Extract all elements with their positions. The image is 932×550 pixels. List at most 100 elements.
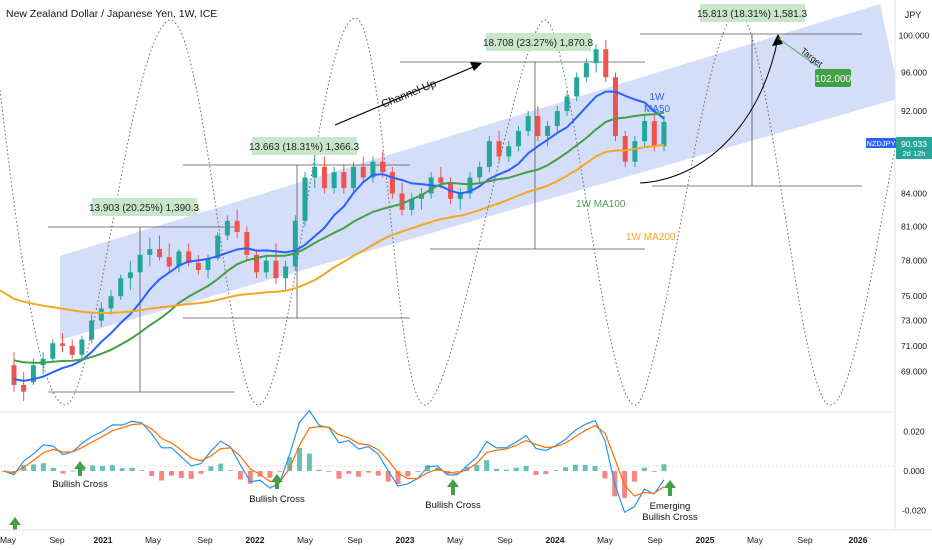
histogram-bar xyxy=(198,471,204,474)
price-tag-countdown: 2d 12h xyxy=(903,149,926,158)
measure-label-1: 13.903 (20.25%) 1,390.3 xyxy=(89,198,200,216)
histogram-bar xyxy=(365,471,371,473)
measure-label-1-text: 13.903 (20.25%) 1,390.3 xyxy=(89,203,200,214)
time-tick-3: May xyxy=(145,535,162,545)
histogram-bar xyxy=(513,467,519,471)
histogram-bar xyxy=(178,471,184,478)
currency-label: JPY xyxy=(905,10,922,20)
candle-body xyxy=(593,49,599,64)
histogram-bar xyxy=(188,471,194,479)
histogram-bar xyxy=(119,468,125,471)
ma50-line xyxy=(13,90,665,382)
histogram-bar xyxy=(237,471,243,480)
candle-body xyxy=(89,320,95,340)
histogram-bar xyxy=(405,471,411,477)
candle-body xyxy=(79,339,85,355)
price-axis[interactable] xyxy=(895,0,932,530)
emerging-bullish-cross: Emerging Bullish Cross xyxy=(642,480,698,523)
candle-body xyxy=(545,125,551,137)
candle-body xyxy=(224,220,230,236)
candle-body xyxy=(380,161,386,173)
measure-label-3-text: 18.708 (23.27%) 1,870.8 xyxy=(483,38,594,49)
bullish-cross-3-label: Bullish Cross xyxy=(425,500,481,511)
histogram-bar xyxy=(31,464,37,471)
measure-label-3: 18.708 (23.27%) 1,870.8 xyxy=(483,33,594,51)
candle-body xyxy=(554,111,560,126)
histogram-bar xyxy=(149,471,155,477)
price-tick-0: 100.000 xyxy=(899,31,930,41)
emerging-bullish-cross-label-1: Emerging xyxy=(650,501,691,512)
time-tick-13: Sep xyxy=(647,535,662,545)
time-tick-14: 2025 xyxy=(696,535,715,545)
histogram-bar xyxy=(168,471,174,476)
chart-title: New Zealand Dollar / Japanese Yen, 1W, I… xyxy=(6,8,217,20)
histogram-bar xyxy=(631,471,637,482)
histogram-bar xyxy=(651,471,657,472)
candle-body xyxy=(399,193,405,210)
histogram-bar xyxy=(109,465,115,471)
candle-body xyxy=(409,198,415,210)
candle-body xyxy=(603,49,609,78)
candle-body xyxy=(612,77,618,137)
measure-label-2-text: 13.663 (18.31%) 1,366.3 xyxy=(249,142,360,153)
histogram-bar xyxy=(641,467,647,471)
candle-body xyxy=(11,365,17,385)
histogram-bar xyxy=(40,463,46,471)
cycle-wave xyxy=(0,11,932,406)
histogram-bar xyxy=(90,465,96,471)
histogram-bar xyxy=(218,463,224,471)
price-tick-5: 81.000 xyxy=(901,221,927,231)
candle-body xyxy=(205,258,211,270)
candle-body xyxy=(651,120,657,147)
time-tick-2: 2021 xyxy=(94,535,113,545)
channel-up-arrow xyxy=(334,64,479,126)
time-tick-6: May xyxy=(297,535,314,545)
histogram-bar xyxy=(375,471,381,476)
time-tick-9: May xyxy=(447,535,464,545)
candle-body xyxy=(360,166,366,178)
histogram-bar xyxy=(316,469,322,471)
histogram-bar xyxy=(602,471,608,479)
histogram-bar xyxy=(228,470,234,472)
histogram-bar xyxy=(503,469,509,471)
macd-axis-ticks: 0.020 0.000 -0.020 xyxy=(902,427,926,516)
histogram-bar xyxy=(247,471,253,484)
emerging-bullish-cross-label-2: Bullish Cross xyxy=(642,512,698,523)
time-tick-4: Sep xyxy=(197,535,212,545)
bullish-cross-1-label: Bullish Cross xyxy=(52,479,108,490)
histogram-bar xyxy=(159,471,165,481)
time-tick-0: May xyxy=(0,535,17,545)
ma50-label-line2: MA50 xyxy=(644,104,671,115)
histogram-bar xyxy=(523,466,529,471)
candle-body xyxy=(321,166,327,189)
candle-body xyxy=(69,345,75,355)
histogram-bar xyxy=(562,467,568,471)
candle-body xyxy=(312,166,318,178)
histogram-bar xyxy=(306,453,312,471)
histogram-bar xyxy=(454,471,460,473)
histogram-bar xyxy=(346,471,352,474)
candle-body xyxy=(331,172,337,189)
candle-body xyxy=(234,220,240,233)
histogram-bar xyxy=(661,464,667,471)
time-axis[interactable] xyxy=(0,530,932,550)
price-tag-value: 90.933 xyxy=(901,139,927,149)
candle-body xyxy=(370,161,376,178)
candle-body xyxy=(477,166,483,178)
candle-body xyxy=(118,278,124,297)
candle-body xyxy=(564,96,570,112)
candle-body xyxy=(30,365,36,383)
histogram-bar xyxy=(287,457,293,471)
histogram-bar xyxy=(21,465,27,471)
price-tick-10: 69.000 xyxy=(901,367,927,377)
histogram-bar xyxy=(139,470,145,472)
time-tick-15: May xyxy=(747,535,764,545)
target-price-box: 102.000 xyxy=(815,69,852,87)
time-tick-16: Sep xyxy=(797,535,812,545)
macd-tick-0: 0.020 xyxy=(903,427,925,437)
time-tick-8: 2023 xyxy=(396,535,415,545)
candle-body xyxy=(263,260,269,273)
candle-body xyxy=(60,343,66,346)
candle-body xyxy=(292,220,298,267)
